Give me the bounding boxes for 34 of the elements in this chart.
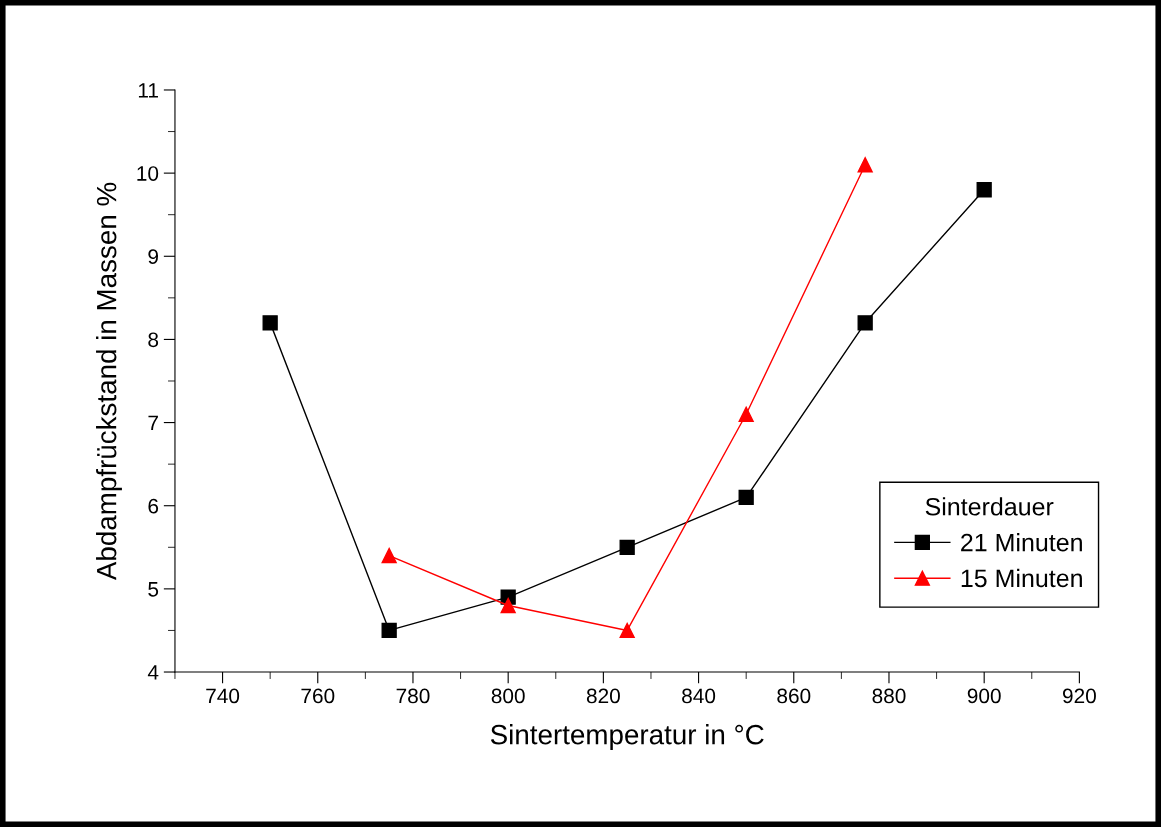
y-tick-label: 11: [138, 83, 158, 98]
x-tick-label: 840: [682, 688, 716, 704]
point: [381, 622, 397, 639]
point: [262, 315, 278, 331]
x-tick-label: 820: [586, 688, 620, 704]
x-tick-label: 780: [396, 688, 430, 704]
legend-label: 21 Minuten: [961, 533, 1082, 552]
y-tick-label: 10: [137, 166, 159, 181]
y-tick-label: 7: [148, 415, 158, 431]
point: [738, 489, 754, 506]
y-tick-label: 8: [148, 332, 159, 348]
y-tick-label: 9: [148, 249, 158, 265]
point: [857, 315, 873, 331]
point: [619, 539, 635, 555]
x-tick-label: 920: [1062, 688, 1096, 704]
y-tick-label: 6: [148, 498, 159, 514]
x-axis-title: Sintertemperatur in °C: [490, 724, 764, 750]
legend-label: 15 Minuten: [961, 568, 1082, 588]
y-axis-title: Abdampfrückstand in Massen %: [96, 182, 122, 581]
legend-title: Sinterdauer: [925, 497, 1054, 516]
y-tick-label: 5: [148, 582, 159, 597]
x-tick-label: 740: [206, 688, 240, 704]
point: [619, 622, 635, 639]
x-tick-label: 760: [301, 688, 335, 704]
point: [976, 182, 992, 198]
point: [738, 406, 754, 422]
x-tick-label: 900: [967, 688, 1001, 704]
x-tick-label: 860: [777, 688, 811, 704]
x-tick-label: 880: [872, 688, 906, 704]
point: [857, 157, 873, 173]
x-tick-label: 800: [491, 688, 525, 704]
point: [500, 597, 516, 614]
y-tick-label: 4: [147, 665, 159, 680]
point: [381, 547, 397, 564]
